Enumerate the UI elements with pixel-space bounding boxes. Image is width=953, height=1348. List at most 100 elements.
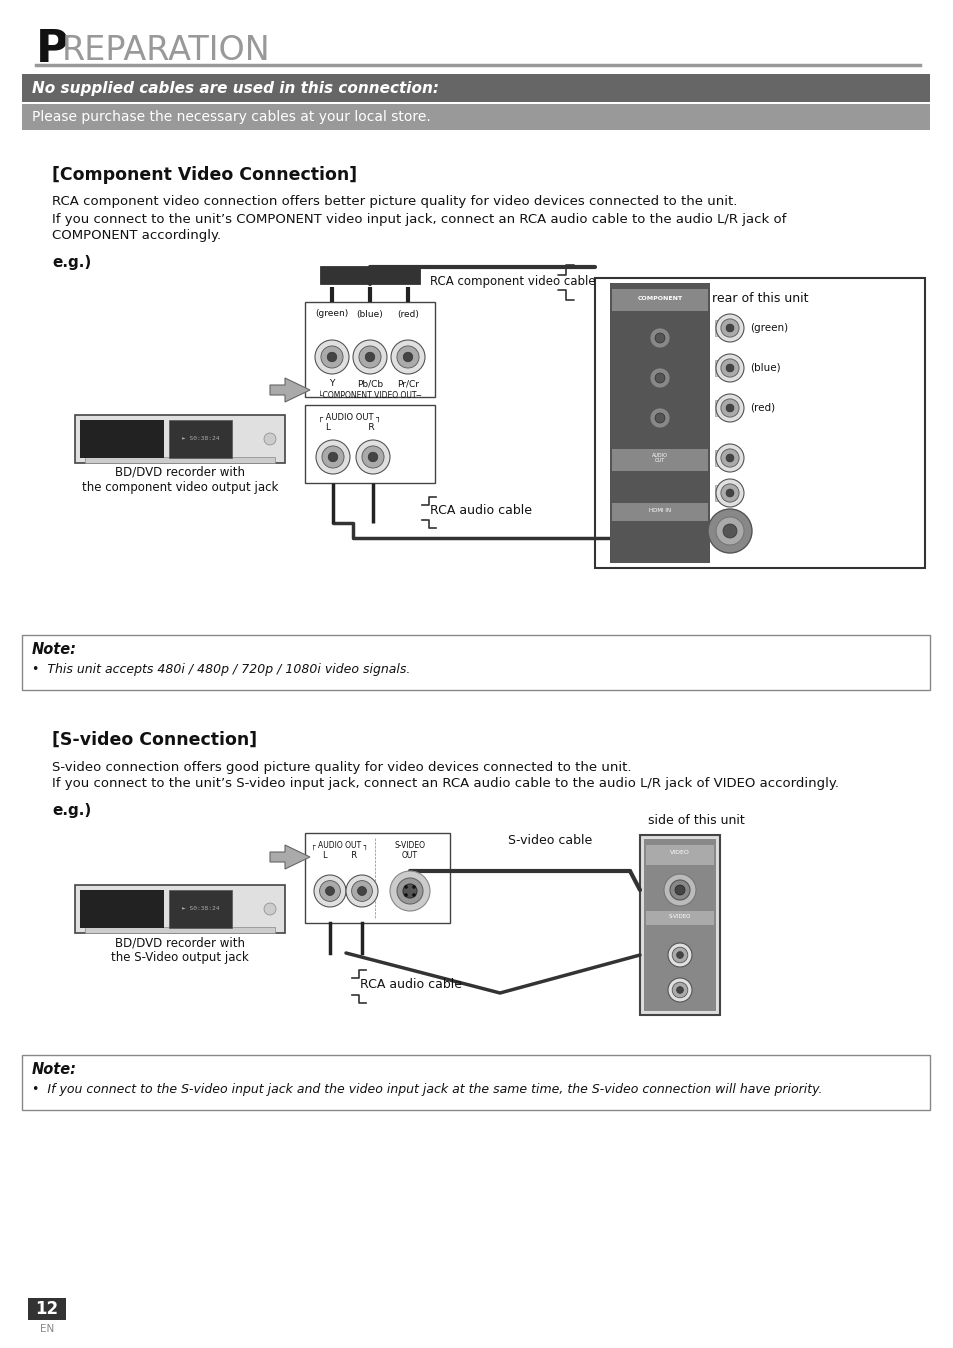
Text: OUT: OUT bbox=[401, 851, 417, 860]
Circle shape bbox=[655, 412, 664, 423]
Circle shape bbox=[358, 346, 380, 368]
Text: (red): (red) bbox=[749, 403, 774, 412]
Circle shape bbox=[667, 944, 691, 967]
Bar bbox=[75, 886, 285, 933]
Bar bbox=[85, 457, 274, 462]
Circle shape bbox=[649, 368, 669, 388]
Text: [Component Video Connection]: [Component Video Connection] bbox=[52, 166, 356, 183]
Bar bbox=[85, 927, 274, 933]
Circle shape bbox=[649, 408, 669, 429]
Bar bbox=[639, 834, 720, 1015]
Circle shape bbox=[402, 884, 416, 898]
Circle shape bbox=[321, 446, 344, 468]
Circle shape bbox=[725, 489, 733, 497]
Circle shape bbox=[720, 449, 739, 468]
Text: ┌ AUDIO OUT ┐: ┌ AUDIO OUT ┐ bbox=[318, 412, 381, 422]
Text: side of this unit: side of this unit bbox=[647, 813, 744, 826]
Text: ┌ AUDIO OUT ┐: ┌ AUDIO OUT ┐ bbox=[311, 840, 368, 849]
Text: the S-Video output jack: the S-Video output jack bbox=[111, 952, 249, 965]
Bar bbox=[22, 635, 929, 690]
Text: •  This unit accepts 480i / 480p / 720p / 1080i video signals.: • This unit accepts 480i / 480p / 720p /… bbox=[32, 662, 410, 675]
Circle shape bbox=[404, 886, 407, 888]
Text: VIDEO: VIDEO bbox=[669, 851, 689, 856]
Polygon shape bbox=[270, 845, 310, 869]
Text: BD/DVD recorder with: BD/DVD recorder with bbox=[115, 465, 245, 479]
Text: RCA component video cable: RCA component video cable bbox=[430, 275, 595, 287]
Circle shape bbox=[667, 979, 691, 1002]
Circle shape bbox=[391, 340, 424, 373]
Circle shape bbox=[355, 439, 390, 474]
Bar bbox=[612, 288, 707, 311]
Bar bbox=[80, 421, 164, 458]
Text: Pr/Cr: Pr/Cr bbox=[396, 380, 418, 388]
Text: S-VIDEO: S-VIDEO bbox=[668, 914, 691, 919]
Text: BD/DVD recorder with: BD/DVD recorder with bbox=[115, 937, 245, 949]
Text: rear of this unit: rear of this unit bbox=[711, 291, 807, 305]
Bar bbox=[609, 283, 709, 563]
Text: e.g.): e.g.) bbox=[52, 802, 91, 817]
Bar bbox=[595, 278, 924, 568]
Circle shape bbox=[320, 346, 343, 368]
Text: [S-video Connection]: [S-video Connection] bbox=[52, 731, 257, 749]
Circle shape bbox=[725, 364, 733, 372]
Circle shape bbox=[361, 446, 384, 468]
Bar bbox=[714, 400, 740, 417]
Text: S-VIDEO: S-VIDEO bbox=[395, 841, 425, 849]
Circle shape bbox=[325, 887, 335, 895]
Bar bbox=[305, 404, 435, 483]
Circle shape bbox=[327, 352, 336, 361]
Text: Please purchase the necessary cables at your local store.: Please purchase the necessary cables at … bbox=[32, 111, 431, 124]
Text: REPARATION: REPARATION bbox=[62, 34, 271, 66]
Circle shape bbox=[396, 346, 418, 368]
Bar bbox=[80, 890, 164, 927]
Circle shape bbox=[264, 433, 275, 445]
Circle shape bbox=[396, 878, 422, 905]
Circle shape bbox=[676, 987, 682, 993]
Text: RCA component video connection offers better picture quality for video devices c: RCA component video connection offers be… bbox=[52, 195, 737, 209]
Circle shape bbox=[675, 886, 684, 895]
Text: (blue): (blue) bbox=[749, 363, 780, 373]
Text: S-video cable: S-video cable bbox=[507, 833, 592, 847]
Bar bbox=[319, 266, 419, 284]
Circle shape bbox=[716, 355, 743, 381]
Text: AUDIO
OUT: AUDIO OUT bbox=[652, 453, 667, 464]
Text: the component video output jack: the component video output jack bbox=[82, 480, 278, 493]
Text: Pb/Cb: Pb/Cb bbox=[356, 380, 383, 388]
Circle shape bbox=[716, 314, 743, 342]
Text: Note:: Note: bbox=[32, 642, 77, 656]
Circle shape bbox=[725, 454, 733, 462]
Circle shape bbox=[365, 352, 375, 361]
Text: ► S0:38:24: ► S0:38:24 bbox=[182, 437, 219, 442]
Circle shape bbox=[314, 875, 346, 907]
Bar bbox=[22, 104, 929, 129]
Text: COMPONENT: COMPONENT bbox=[637, 295, 681, 301]
Circle shape bbox=[264, 903, 275, 915]
Circle shape bbox=[720, 319, 739, 337]
Circle shape bbox=[346, 875, 377, 907]
Text: No supplied cables are used in this connection:: No supplied cables are used in this conn… bbox=[32, 81, 438, 96]
Bar bbox=[170, 890, 233, 927]
Text: COMPONENT accordingly.: COMPONENT accordingly. bbox=[52, 229, 221, 243]
Bar bbox=[714, 450, 740, 466]
Circle shape bbox=[716, 394, 743, 422]
Text: L             R: L R bbox=[325, 423, 374, 433]
Text: (green): (green) bbox=[315, 310, 348, 318]
Text: P: P bbox=[36, 28, 69, 71]
Text: If you connect to the unit’s COMPONENT video input jack, connect an RCA audio ca: If you connect to the unit’s COMPONENT v… bbox=[52, 213, 785, 225]
Circle shape bbox=[672, 948, 687, 962]
Bar bbox=[643, 838, 716, 1011]
Circle shape bbox=[716, 443, 743, 472]
Circle shape bbox=[720, 484, 739, 501]
Text: └COMPONENT VIDEO OUT─: └COMPONENT VIDEO OUT─ bbox=[318, 391, 421, 399]
Circle shape bbox=[655, 333, 664, 342]
Bar bbox=[714, 319, 740, 336]
Bar bbox=[305, 302, 435, 398]
Bar bbox=[28, 1298, 66, 1320]
Circle shape bbox=[672, 983, 687, 998]
Bar bbox=[645, 911, 713, 925]
Circle shape bbox=[412, 886, 416, 888]
Circle shape bbox=[720, 359, 739, 377]
Text: RCA audio cable: RCA audio cable bbox=[430, 504, 532, 516]
Circle shape bbox=[403, 352, 413, 361]
Circle shape bbox=[404, 894, 407, 896]
